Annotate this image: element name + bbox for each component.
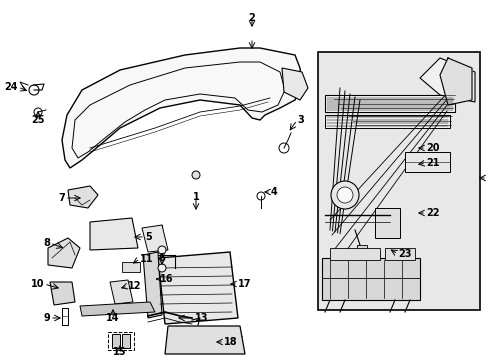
Circle shape: [158, 264, 165, 272]
Polygon shape: [62, 48, 302, 168]
Text: 23: 23: [397, 249, 411, 259]
Text: 13: 13: [195, 313, 208, 323]
Text: 11: 11: [140, 254, 153, 264]
Polygon shape: [439, 58, 471, 105]
Text: 19: 19: [486, 173, 488, 183]
Text: 10: 10: [30, 279, 44, 289]
Text: 8: 8: [43, 238, 50, 248]
Polygon shape: [158, 252, 238, 324]
Text: 14: 14: [106, 313, 120, 323]
Circle shape: [158, 246, 165, 254]
Polygon shape: [110, 280, 133, 304]
Text: 25: 25: [31, 115, 45, 125]
Polygon shape: [164, 326, 244, 354]
Text: 5: 5: [145, 232, 151, 242]
Text: 2: 2: [248, 13, 255, 23]
Bar: [374, 208, 399, 238]
Text: 9: 9: [43, 313, 50, 323]
Text: 18: 18: [224, 337, 237, 347]
Polygon shape: [142, 252, 162, 318]
Polygon shape: [282, 68, 307, 100]
Circle shape: [192, 171, 200, 179]
Text: 17: 17: [238, 279, 251, 289]
Polygon shape: [48, 238, 80, 268]
Circle shape: [330, 181, 358, 209]
Text: 1: 1: [192, 192, 199, 202]
Polygon shape: [80, 302, 155, 316]
Polygon shape: [325, 95, 454, 112]
Bar: [404, 152, 449, 172]
Text: 21: 21: [425, 158, 439, 168]
Text: 12: 12: [128, 281, 141, 291]
Text: 6: 6: [158, 253, 165, 263]
Bar: [317, 52, 479, 310]
Text: 3: 3: [296, 115, 303, 125]
Bar: [356, 245, 366, 259]
Polygon shape: [90, 218, 138, 250]
Text: 22: 22: [425, 208, 439, 218]
Polygon shape: [321, 258, 419, 300]
Circle shape: [336, 187, 352, 203]
Text: 24: 24: [4, 82, 18, 92]
Bar: [122, 262, 140, 272]
Text: 4: 4: [270, 187, 277, 197]
Polygon shape: [68, 186, 98, 208]
Text: 15: 15: [113, 347, 126, 357]
Bar: [384, 248, 414, 260]
Bar: [112, 334, 120, 348]
Text: 16: 16: [160, 274, 173, 284]
Polygon shape: [50, 282, 75, 305]
Text: 7: 7: [58, 193, 65, 203]
Bar: [329, 248, 379, 260]
Bar: [122, 334, 130, 348]
Text: 20: 20: [425, 143, 439, 153]
Polygon shape: [325, 115, 449, 128]
Polygon shape: [142, 225, 168, 252]
Polygon shape: [419, 58, 474, 102]
